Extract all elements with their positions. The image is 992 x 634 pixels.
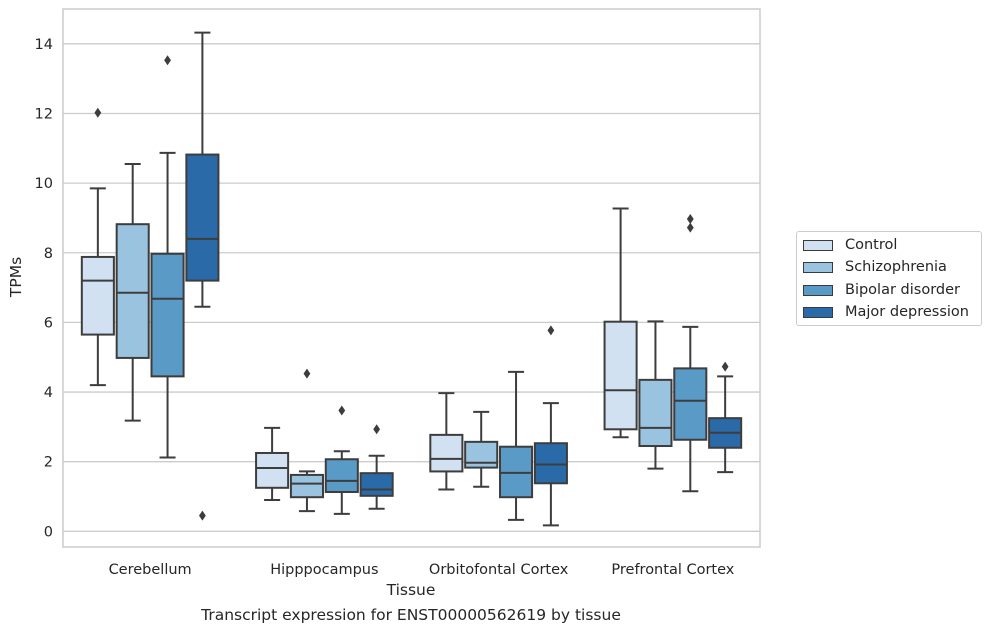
box-body [359, 472, 394, 497]
outlier-point [547, 325, 555, 336]
box-bipolar-disorder-orbitofontal-cortex [499, 370, 534, 521]
legend-label-schizophrenia: Schizophrenia [845, 259, 947, 275]
box-schizophrenia-cerebellum [115, 162, 150, 422]
box-body [429, 433, 464, 473]
box-body [80, 255, 115, 336]
x-axis-label: Tissue [386, 581, 436, 599]
legend-item-schizophrenia: Schizophrenia [803, 257, 947, 277]
outlier-point [199, 510, 206, 521]
plot-frame [62, 8, 761, 548]
x-tick-label-cerebellum: Cerebellum [109, 562, 192, 578]
legend-item-control: Control [803, 235, 897, 255]
box-body [533, 442, 568, 485]
box-control-hipppocampus [255, 426, 290, 501]
y-tick-labels: 0 2 4 6 8 10 12 14 [35, 37, 53, 541]
y-axis-label: TPMs [7, 257, 25, 298]
outlier-point [164, 55, 171, 66]
legend-swatch-schizophrenia [803, 261, 833, 273]
box-body [289, 473, 324, 499]
legend-item-major-depression: Major depression [803, 302, 969, 322]
outlier-point [338, 405, 346, 416]
y-tick-label-8: 8 [44, 246, 53, 262]
box-body [150, 252, 185, 378]
x-tick-labels: Cerebellum Hipppocampus Orbitofontal Corte… [109, 562, 735, 578]
legend-item-bipolar-disorder: Bipolar disorder [803, 280, 960, 300]
legend-label-bipolar-disorder: Bipolar disorder [845, 282, 960, 298]
y-tick-label-6: 6 [44, 315, 53, 331]
legend-swatch-bipolar-disorder [803, 284, 833, 296]
box-body [464, 440, 499, 469]
legend-swatch-control [803, 239, 833, 251]
box-bipolar-disorder-cerebellum [150, 55, 185, 459]
x-tick-label-orbitofontal-cortex: Orbitofontal Cortex [429, 562, 569, 578]
box-control-orbitofontal-cortex [429, 392, 464, 491]
box-body [185, 153, 220, 282]
box-schizophrenia-orbitofontal-cortex [464, 410, 499, 488]
box-control-cerebellum [80, 107, 115, 387]
box-major-depression-prefrontal-cortex [708, 361, 743, 474]
y-tick-label-10: 10 [35, 176, 53, 192]
legend: Control Schizophrenia Bipolar disorder M… [796, 231, 982, 326]
legend-label-control: Control [845, 237, 898, 253]
box-major-depression-orbitofontal-cortex [533, 325, 568, 527]
box-major-depression-hipppocampus [359, 424, 394, 510]
box-body [115, 223, 150, 359]
y-tick-label-0: 0 [44, 524, 53, 540]
x-tick-label-prefrontal-cortex: Prefrontal Cortex [611, 562, 734, 578]
box-body [603, 320, 638, 431]
box-bipolar-disorder-prefrontal-cortex [673, 213, 708, 493]
y-tick-label-12: 12 [35, 106, 53, 122]
box-major-depression-cerebellum [185, 31, 220, 521]
outlier-point [721, 361, 729, 372]
box-body [324, 458, 359, 493]
box-schizophrenia-hipppocampus [289, 368, 324, 513]
outlier-point [686, 213, 694, 224]
y-tick-label-4: 4 [44, 385, 53, 401]
outlier-point [373, 424, 381, 435]
box-body [673, 367, 708, 441]
box-control-prefrontal-cortex [603, 207, 638, 439]
box-bipolar-disorder-hipppocampus [324, 405, 359, 515]
legend-swatch-major-depression [803, 306, 833, 318]
outlier-point [303, 368, 311, 379]
figure-caption: Transcript expression for ENST0000056261… [201, 606, 621, 624]
y-tick-label-2: 2 [44, 455, 53, 471]
boxes [80, 31, 743, 527]
x-tick-label-hipppocampus: Hipppocampus [270, 562, 378, 578]
legend-label-major-depression: Major depression [845, 304, 969, 320]
outlier-point [686, 222, 694, 233]
y-tick-label-14: 14 [35, 37, 53, 53]
box-body [638, 378, 673, 448]
box-schizophrenia-prefrontal-cortex [638, 320, 673, 470]
outlier-point [94, 107, 102, 118]
box-body [255, 451, 290, 489]
